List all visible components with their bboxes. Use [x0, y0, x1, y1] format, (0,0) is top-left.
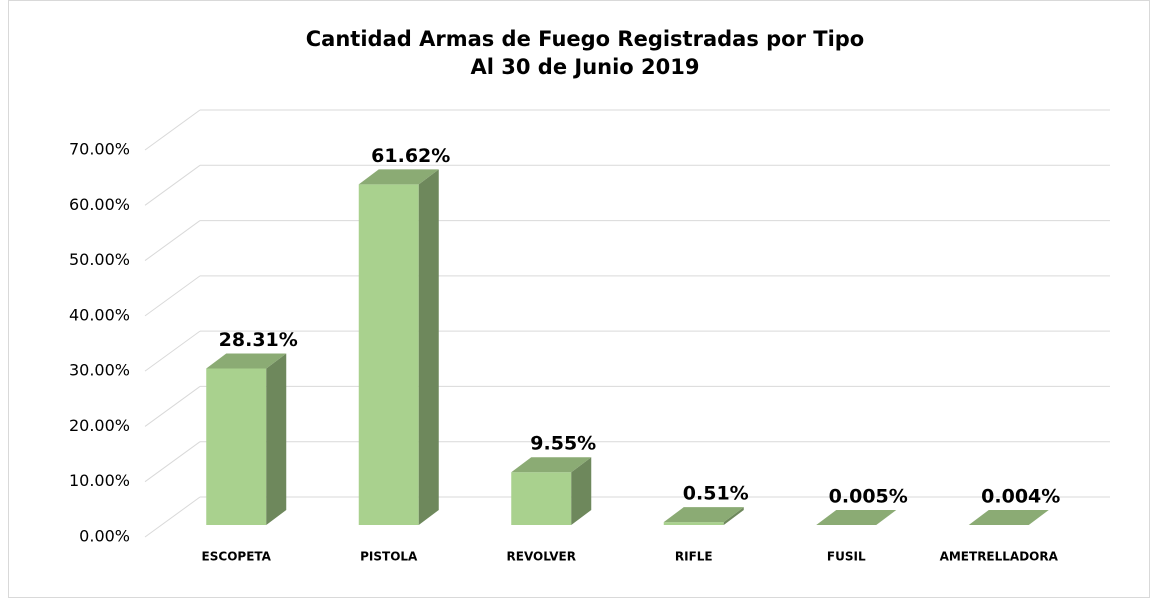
x-tick-label: ESCOPETA: [202, 550, 272, 564]
bar-top: [663, 507, 744, 523]
grid-line: [144, 275, 201, 317]
data-label: 0.004%: [981, 485, 1060, 507]
grid-line: [144, 441, 201, 483]
bar: [511, 457, 592, 525]
chart-subtitle: Al 30 de Junio 2019: [471, 55, 700, 79]
bar: [968, 509, 1049, 525]
data-label: 28.31%: [219, 329, 298, 351]
bar-side: [418, 169, 439, 526]
x-tick-label: RIFLE: [675, 550, 713, 564]
x-tick-label: AMETRELLADORA: [940, 550, 1059, 564]
bar: [206, 353, 287, 525]
grid-line: [144, 109, 201, 151]
bar-top: [511, 457, 592, 473]
grid-line: [144, 496, 201, 538]
bar-side: [876, 509, 897, 525]
y-tick-label: 50.00%: [69, 250, 130, 269]
bar-front: [358, 184, 419, 526]
bar: [816, 509, 897, 525]
bar: [358, 169, 439, 526]
data-label: 0.005%: [829, 485, 908, 507]
x-tick-label: PISTOLA: [360, 550, 418, 564]
data-label: 9.55%: [530, 433, 596, 455]
bar: [663, 507, 744, 525]
y-tick-label: 10.00%: [69, 471, 130, 490]
grid-line: [144, 164, 201, 206]
y-tick-label: 30.00%: [69, 361, 130, 380]
bar-top: [358, 169, 439, 185]
bar-side: [266, 353, 287, 525]
y-tick-label: 40.00%: [69, 305, 130, 324]
bar-top: [816, 509, 897, 525]
grid-line: [144, 386, 201, 427]
x-tick-label: FUSIL: [827, 550, 866, 564]
bar-top: [968, 509, 1049, 525]
chart-title: Cantidad Armas de Fuego Registradas por …: [306, 27, 864, 51]
bar-side: [1028, 509, 1049, 525]
y-tick-label: 0.00%: [79, 527, 130, 546]
bar-front: [511, 472, 572, 525]
x-tick-label: REVOLVER: [507, 550, 576, 564]
data-label: 61.62%: [371, 145, 450, 167]
grid-line: [144, 330, 201, 372]
y-tick-label: 70.00%: [69, 140, 130, 159]
y-tick-label: 60.00%: [69, 195, 130, 214]
y-tick-label: 20.00%: [69, 416, 130, 435]
bar-front: [206, 368, 267, 525]
bar-side: [571, 457, 592, 525]
bar-front: [663, 522, 724, 525]
grid-line: [144, 220, 201, 261]
bar-top: [206, 353, 287, 369]
bar-side: [723, 507, 744, 525]
data-label: 0.51%: [683, 483, 749, 505]
